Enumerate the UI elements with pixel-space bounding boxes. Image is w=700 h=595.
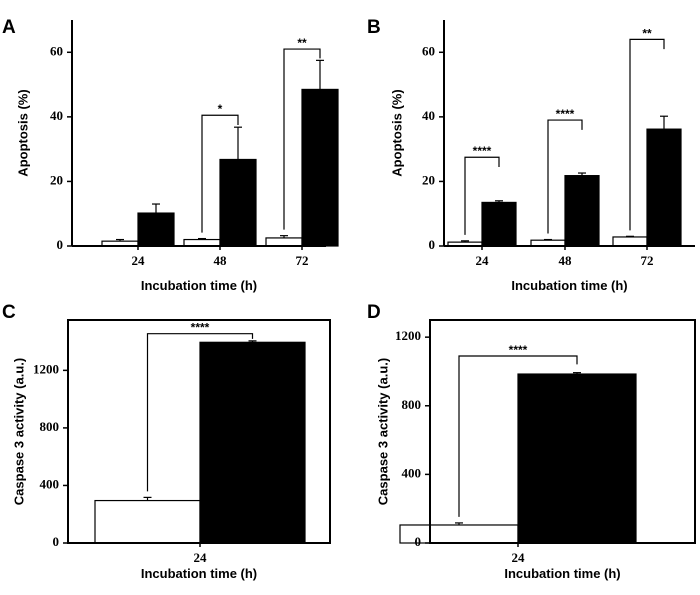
x-axis-title: Incubation time (h) [511,278,627,293]
significance-label-48: **** [556,107,575,121]
significance-bracket-24 [458,355,578,517]
x-tick-label-48: 48 [559,253,573,268]
y-tick-label-1200: 1200 [395,328,421,343]
plot-frame [429,319,696,544]
y-tick-label-20: 20 [422,172,435,187]
panel-d: D 24 **** 0 400 800 1200 Caspase 3 activity (a.… [367,302,696,581]
bar-treated-24 [481,201,517,247]
y-axis-title: Apoptosis (%) [15,89,30,176]
bar-treated-72 [301,88,339,247]
y-tick-label-0: 0 [53,534,60,549]
y-tick-label-800: 800 [40,419,60,434]
bar-treated-24 [517,373,637,544]
x-tick-label-48: 48 [214,253,228,268]
y-axis-title: Apoptosis (%) [389,89,404,176]
x-axis-title: Incubation time (h) [141,566,257,581]
x-tick-label-72: 72 [641,253,654,268]
significance-bracket-72 [629,38,665,231]
significance-bracket-48 [547,119,583,234]
bar-control-72 [265,237,303,247]
significance-bracket-24 [146,333,254,492]
bar-control-72 [612,236,648,247]
y-tick-label-40: 40 [50,108,63,123]
y-axis-title: Caspase 3 activity (a.u.) [375,358,390,505]
y-tick-label-0: 0 [57,237,64,252]
bar-treated-72 [646,128,682,247]
significance-bracket-48 [201,114,239,233]
bar-control-24 [94,499,201,544]
significance-bracket-72 [283,48,321,230]
x-tick-label-24: 24 [512,550,526,565]
bar-treated-48 [564,175,600,247]
x-axis-title: Incubation time (h) [504,566,620,581]
plot-frame [67,319,331,544]
y-tick-label-40: 40 [422,108,435,123]
x-tick-label-24: 24 [132,253,146,268]
x-axis-title: Incubation time (h) [141,278,257,293]
y-tick-label-60: 60 [422,43,435,58]
bar-treated-48 [219,158,257,247]
y-tick-label-0: 0 [415,534,422,549]
y-tick-label-400: 400 [402,465,422,480]
significance-label-24: **** [191,321,210,335]
x-tick-label-72: 72 [296,253,309,268]
panel-c: C 24 **** 0 400 800 1200 Caspase 3 activity (a.… [2,302,331,581]
y-tick-label-60: 60 [50,43,63,58]
significance-label-24: **** [509,343,528,357]
y-tick-label-800: 800 [402,397,422,412]
y-tick-label-20: 20 [50,172,63,187]
panel-letter: B [367,17,381,38]
significance-bracket-24 [464,156,500,235]
y-tick-label-400: 400 [40,476,60,491]
panel-letter: C [2,302,16,323]
significance-label-72: ** [642,26,652,40]
significance-label-24: **** [473,144,492,158]
x-tick-label-24: 24 [476,253,490,268]
panel-letter: D [367,302,381,323]
significance-label-48: * [218,102,223,116]
bar-treated-24 [199,341,306,544]
x-tick-label-24: 24 [194,550,208,565]
y-tick-label-0: 0 [429,237,436,252]
y-axis-title: Caspase 3 activity (a.u.) [11,358,26,505]
y-tick-label-1200: 1200 [33,361,59,376]
significance-label-72: ** [297,36,307,50]
bar-treated-24 [137,212,175,247]
panel-letter: A [2,17,16,38]
